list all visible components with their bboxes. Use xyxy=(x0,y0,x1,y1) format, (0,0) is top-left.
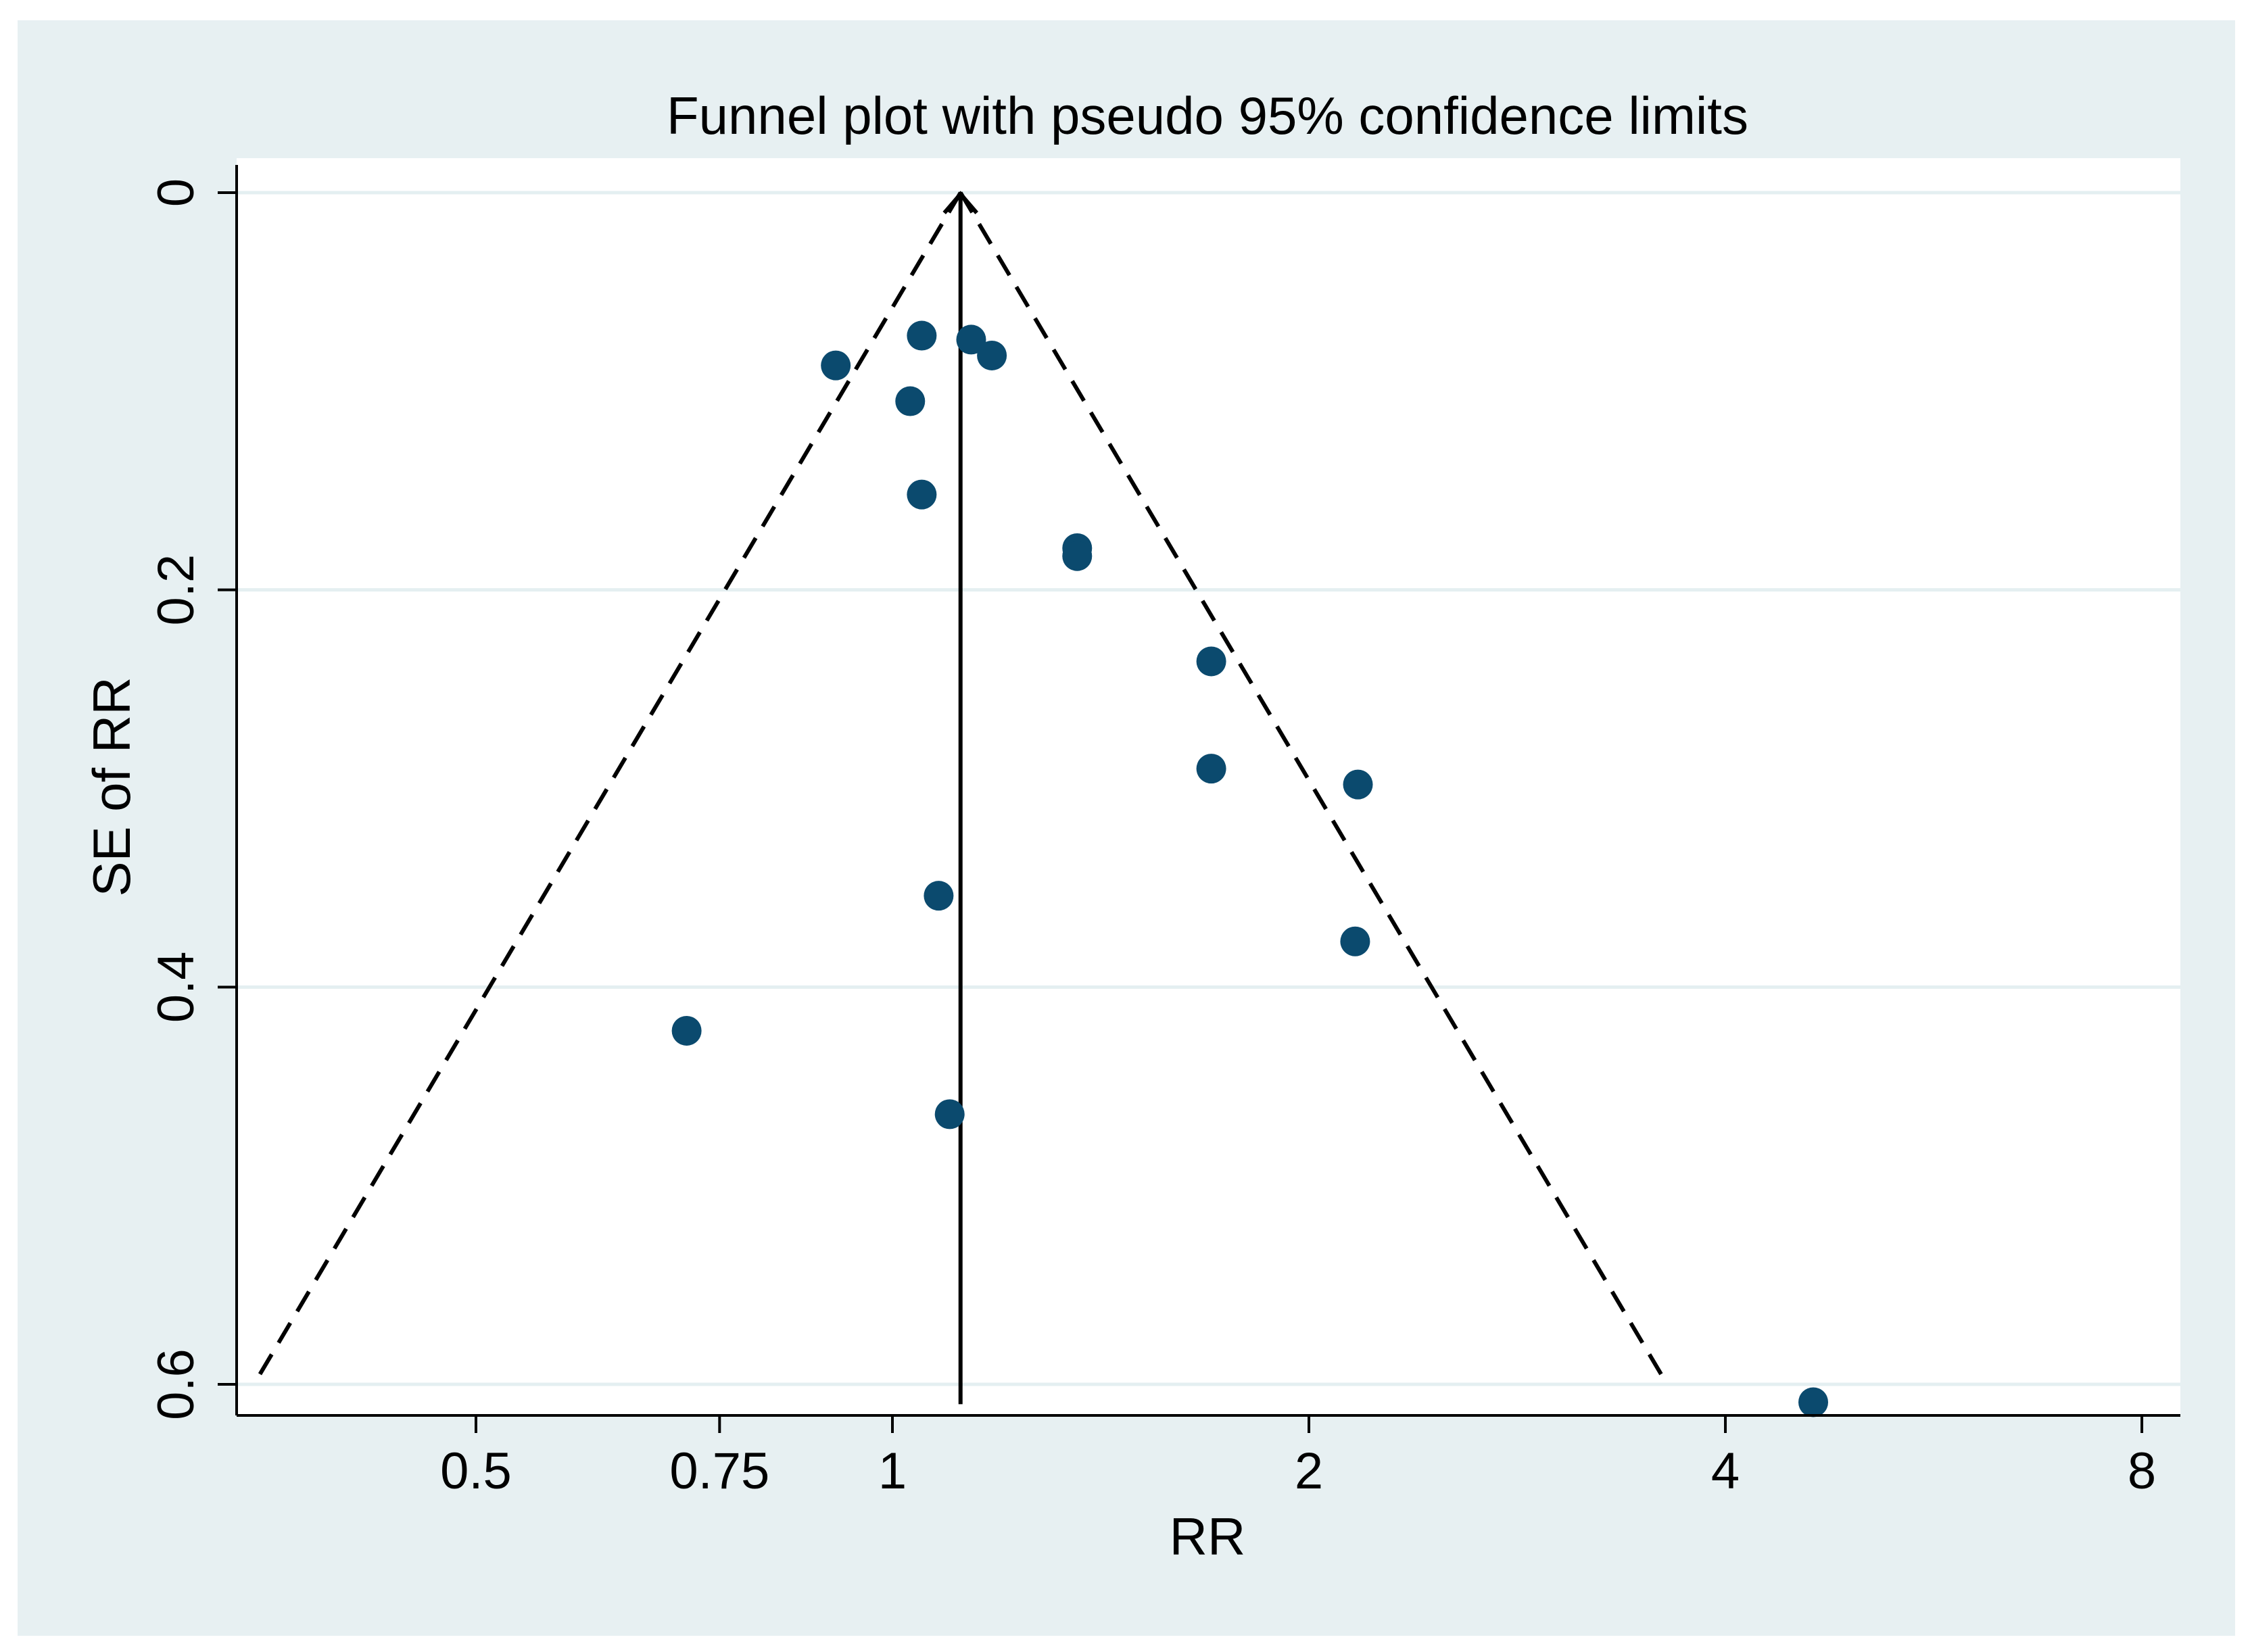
pooled-estimate-arrowhead xyxy=(942,191,978,214)
data-point xyxy=(924,881,954,911)
x-tick-label: 0.5 xyxy=(440,1442,512,1500)
data-point xyxy=(977,340,1007,370)
chart-title: Funnel plot with pseudo 95% confidence l… xyxy=(667,86,1748,145)
data-point xyxy=(1196,754,1226,784)
data-point xyxy=(934,1099,965,1129)
funnel-lines xyxy=(252,191,1669,1405)
x-axis-label: RR xyxy=(1170,1507,1246,1566)
axes: 0.5 0.75 1 2 4 8 0 0.2 0.4 0.6 xyxy=(147,165,2180,1500)
y-tick-label: 0 xyxy=(147,178,205,207)
data-point xyxy=(1196,646,1226,677)
x-tick-label: 4 xyxy=(1711,1442,1740,1500)
data-point xyxy=(821,350,851,381)
x-tick-label: 1 xyxy=(878,1442,907,1500)
data-point xyxy=(907,320,937,351)
data-point xyxy=(1343,769,1373,800)
plot-area xyxy=(237,158,2180,1415)
gridlines xyxy=(237,191,2180,1386)
y-tick-label: 0.6 xyxy=(147,1349,205,1420)
x-tick-label: 8 xyxy=(2128,1442,2156,1500)
data-point xyxy=(895,386,926,416)
x-tick-label: 0.75 xyxy=(669,1442,769,1500)
y-tick-label: 0.4 xyxy=(147,952,205,1023)
y-axis-label: SE of RR xyxy=(82,677,141,896)
lower-ci-line xyxy=(252,191,963,1386)
data-point xyxy=(956,324,986,355)
data-point xyxy=(671,1015,702,1046)
x-tick-label: 2 xyxy=(1295,1442,1323,1500)
y-tick-label: 0.2 xyxy=(147,554,205,626)
upper-ci-line xyxy=(959,191,1669,1386)
data-point xyxy=(1340,926,1370,956)
data-point xyxy=(907,479,937,510)
data-points xyxy=(671,320,1829,1417)
data-point xyxy=(1798,1387,1829,1417)
data-point xyxy=(1062,541,1093,571)
